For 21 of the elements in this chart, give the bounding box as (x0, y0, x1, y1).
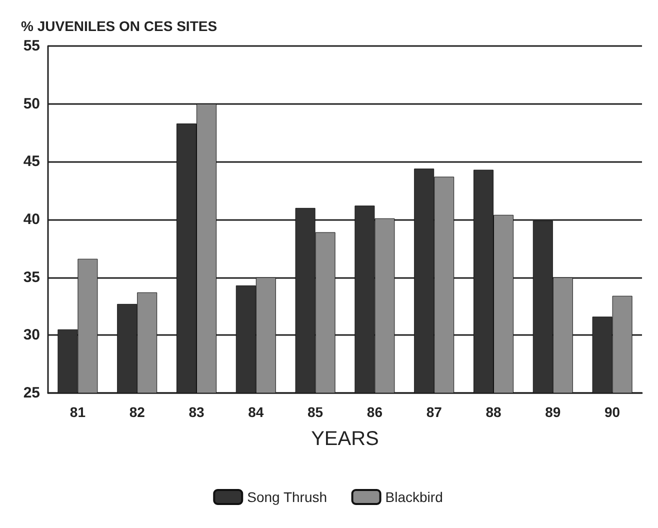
y-axis-title: % JUVENILES ON CES SITES (21, 18, 218, 34)
y-tick-label: 25 (23, 384, 40, 402)
x-tick-label: 83 (188, 404, 204, 420)
y-tick-label: 50 (23, 95, 40, 112)
x-axis-title: YEARS (311, 428, 379, 450)
y-tick-label: 30 (23, 326, 40, 344)
y-tick-label: 40 (23, 211, 40, 228)
x-tick-label: 85 (308, 404, 324, 420)
legend-label: Song Thrush (247, 489, 328, 505)
x-tick-label: 87 (426, 404, 442, 420)
x-tick-label: 89 (545, 404, 561, 420)
y-tick-label: 35 (23, 268, 40, 286)
x-tick-label: 84 (248, 404, 264, 420)
x-tick-label: 82 (129, 404, 146, 420)
x-tick-label: 81 (70, 404, 86, 420)
x-tick-label: 88 (486, 404, 502, 420)
x-tick-label: 90 (604, 404, 620, 420)
x-tick-label: 86 (366, 404, 383, 420)
legend-label: Blackbird (385, 489, 443, 505)
y-tick-label: 55 (23, 38, 40, 54)
y-tick-label: 45 (23, 153, 40, 170)
